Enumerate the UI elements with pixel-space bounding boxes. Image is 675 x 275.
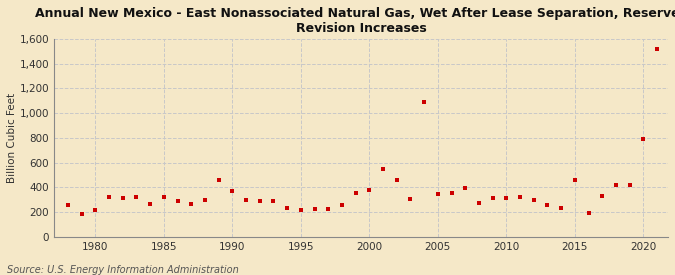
Point [433, 192, 443, 196]
Point [501, 196, 512, 200]
Point [323, 207, 333, 211]
Point [76, 212, 87, 216]
Point [159, 194, 169, 199]
Point [200, 198, 211, 202]
Point [514, 194, 525, 199]
Point [624, 183, 635, 188]
Point [213, 178, 224, 183]
Point [611, 183, 622, 187]
Point [337, 202, 348, 207]
Point [474, 201, 485, 205]
Text: Source: U.S. Energy Information Administration: Source: U.S. Energy Information Administ… [7, 265, 238, 275]
Point [638, 137, 649, 141]
Point [268, 199, 279, 204]
Point [281, 205, 292, 210]
Point [364, 188, 375, 192]
Point [227, 189, 238, 193]
Point [377, 167, 388, 172]
Point [63, 203, 74, 207]
Point [446, 191, 457, 195]
Point [583, 210, 594, 215]
Point [350, 191, 361, 196]
Point [405, 197, 416, 201]
Point [131, 194, 142, 199]
Point [392, 178, 402, 183]
Point [254, 199, 265, 203]
Point [90, 208, 101, 212]
Point [651, 46, 662, 51]
Point [296, 208, 306, 212]
Point [418, 100, 429, 104]
Point [570, 178, 580, 182]
Y-axis label: Billion Cubic Feet: Billion Cubic Feet [7, 93, 17, 183]
Point [309, 207, 320, 211]
Point [240, 197, 251, 202]
Point [186, 202, 196, 206]
Point [117, 196, 128, 200]
Point [556, 205, 566, 210]
Point [487, 196, 498, 200]
Point [144, 202, 155, 206]
Point [597, 194, 608, 198]
Point [172, 199, 183, 203]
Point [542, 202, 553, 207]
Point [104, 194, 115, 199]
Point [529, 197, 539, 202]
Point [460, 186, 470, 190]
Title: Annual New Mexico - East Nonassociated Natural Gas, Wet After Lease Separation, : Annual New Mexico - East Nonassociated N… [35, 7, 675, 35]
